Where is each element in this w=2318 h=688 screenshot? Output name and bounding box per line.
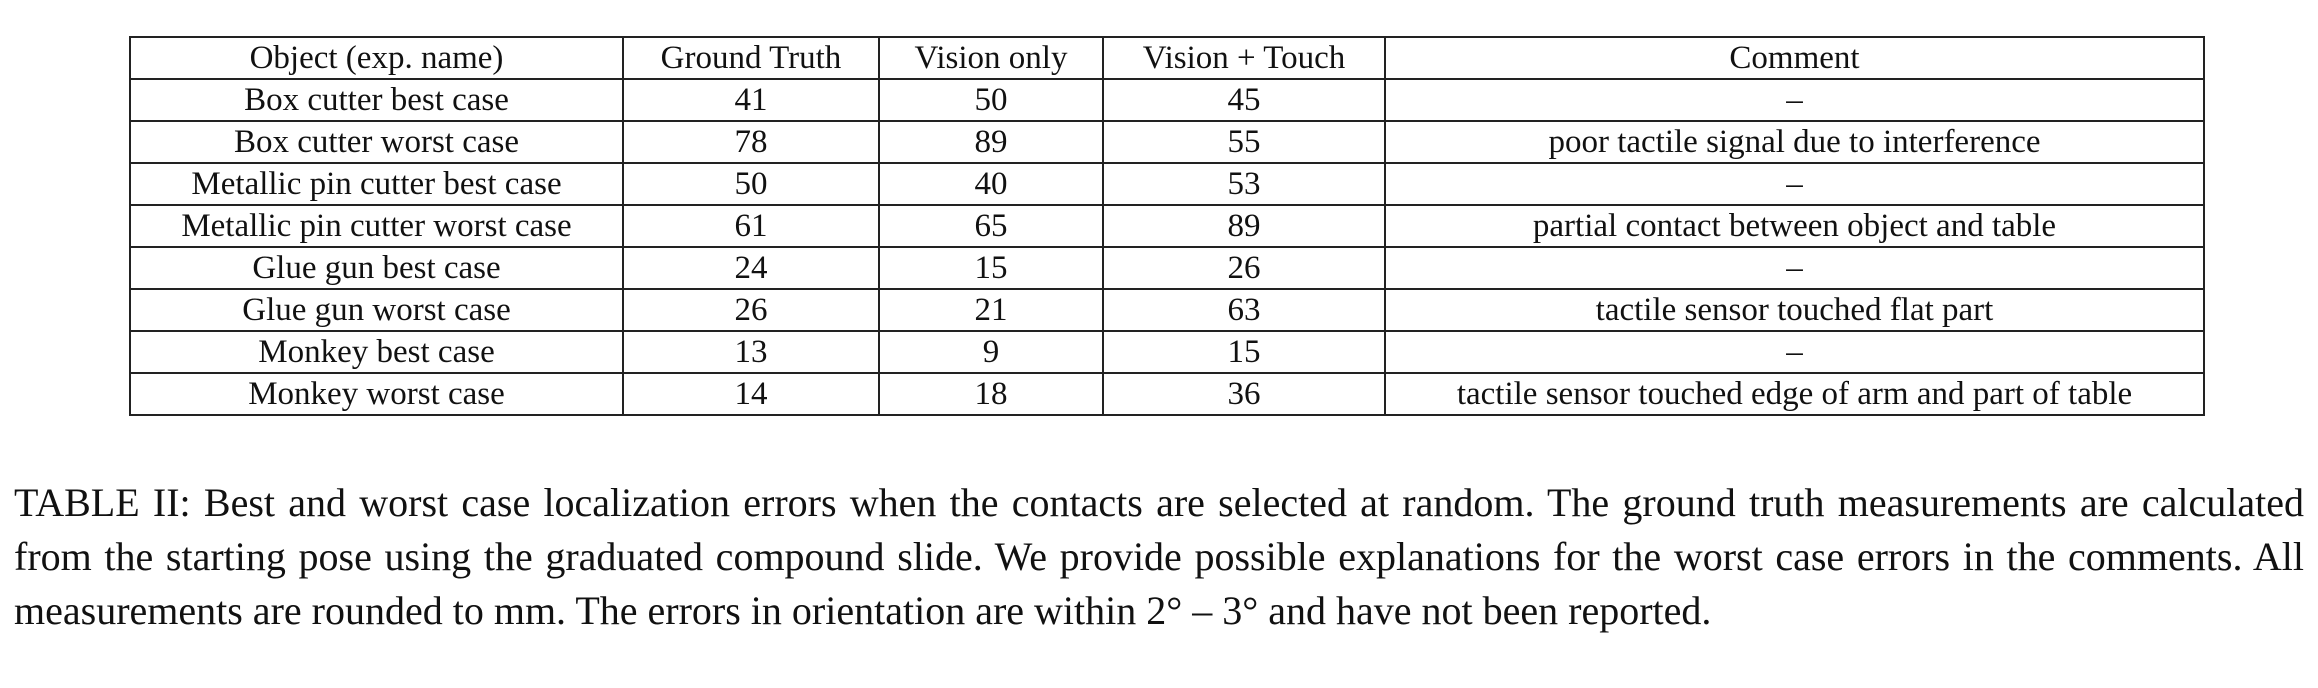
cell-ground-truth: 26 <box>622 288 880 332</box>
table-row: Monkey best case 13 9 15 – <box>129 330 2205 374</box>
cell-vision-touch: 45 <box>1102 78 1386 122</box>
table-row: Metallic pin cutter best case 50 40 53 – <box>129 162 2205 206</box>
cell-vision-touch: 89 <box>1102 204 1386 248</box>
cell-object: Glue gun best case <box>129 246 624 290</box>
cell-vision-only: 21 <box>878 288 1104 332</box>
cell-vision-only: 89 <box>878 120 1104 164</box>
table-row: Monkey worst case 14 18 36 tactile senso… <box>129 372 2205 416</box>
cell-ground-truth: 24 <box>622 246 880 290</box>
header-row: Object (exp. name) Ground Truth Vision o… <box>129 36 2205 80</box>
cell-vision-only: 15 <box>878 246 1104 290</box>
cell-vision-only: 9 <box>878 330 1104 374</box>
cell-object: Monkey worst case <box>129 372 624 416</box>
cell-ground-truth: 61 <box>622 204 880 248</box>
cell-ground-truth: 78 <box>622 120 880 164</box>
table-header: Object (exp. name) Ground Truth Vision o… <box>129 36 2205 80</box>
table-row: Metallic pin cutter worst case 61 65 89 … <box>129 204 2205 248</box>
cell-comment: – <box>1384 246 2205 290</box>
cell-comment: – <box>1384 162 2205 206</box>
table-row: Glue gun best case 24 15 26 – <box>129 246 2205 290</box>
results-table-container: Object (exp. name) Ground Truth Vision o… <box>129 36 2205 416</box>
header-vision-touch: Vision + Touch <box>1102 36 1386 80</box>
cell-vision-touch: 63 <box>1102 288 1386 332</box>
cell-ground-truth: 14 <box>622 372 880 416</box>
cell-object: Metallic pin cutter worst case <box>129 204 624 248</box>
cell-comment: tactile sensor touched edge of arm and p… <box>1384 372 2205 416</box>
cell-object: Glue gun worst case <box>129 288 624 332</box>
cell-vision-touch: 53 <box>1102 162 1386 206</box>
cell-object: Box cutter worst case <box>129 120 624 164</box>
cell-ground-truth: 41 <box>622 78 880 122</box>
cell-comment: partial contact between object and table <box>1384 204 2205 248</box>
cell-vision-only: 40 <box>878 162 1104 206</box>
cell-comment: tactile sensor touched flat part <box>1384 288 2205 332</box>
cell-comment: – <box>1384 330 2205 374</box>
cell-vision-touch: 36 <box>1102 372 1386 416</box>
cell-vision-touch: 26 <box>1102 246 1386 290</box>
header-comment: Comment <box>1384 36 2205 80</box>
cell-comment: poor tactile signal due to interference <box>1384 120 2205 164</box>
header-object: Object (exp. name) <box>129 36 624 80</box>
table-row: Glue gun worst case 26 21 63 tactile sen… <box>129 288 2205 332</box>
cell-vision-touch: 15 <box>1102 330 1386 374</box>
cell-vision-only: 65 <box>878 204 1104 248</box>
table-caption: TABLE II: Best and worst case localizati… <box>14 480 2304 633</box>
cell-vision-touch: 55 <box>1102 120 1386 164</box>
cell-object: Box cutter best case <box>129 78 624 122</box>
table-row: Box cutter worst case 78 89 55 poor tact… <box>129 120 2205 164</box>
table-body: Box cutter best case 41 50 45 – Box cutt… <box>129 78 2205 416</box>
cell-vision-only: 18 <box>878 372 1104 416</box>
header-vision-only: Vision only <box>878 36 1104 80</box>
cell-ground-truth: 50 <box>622 162 880 206</box>
header-ground-truth: Ground Truth <box>622 36 880 80</box>
cell-ground-truth: 13 <box>622 330 880 374</box>
cell-comment: – <box>1384 78 2205 122</box>
cell-vision-only: 50 <box>878 78 1104 122</box>
results-table: Object (exp. name) Ground Truth Vision o… <box>129 36 2205 416</box>
cell-object: Monkey best case <box>129 330 624 374</box>
cell-object: Metallic pin cutter best case <box>129 162 624 206</box>
table-row: Box cutter best case 41 50 45 – <box>129 78 2205 122</box>
